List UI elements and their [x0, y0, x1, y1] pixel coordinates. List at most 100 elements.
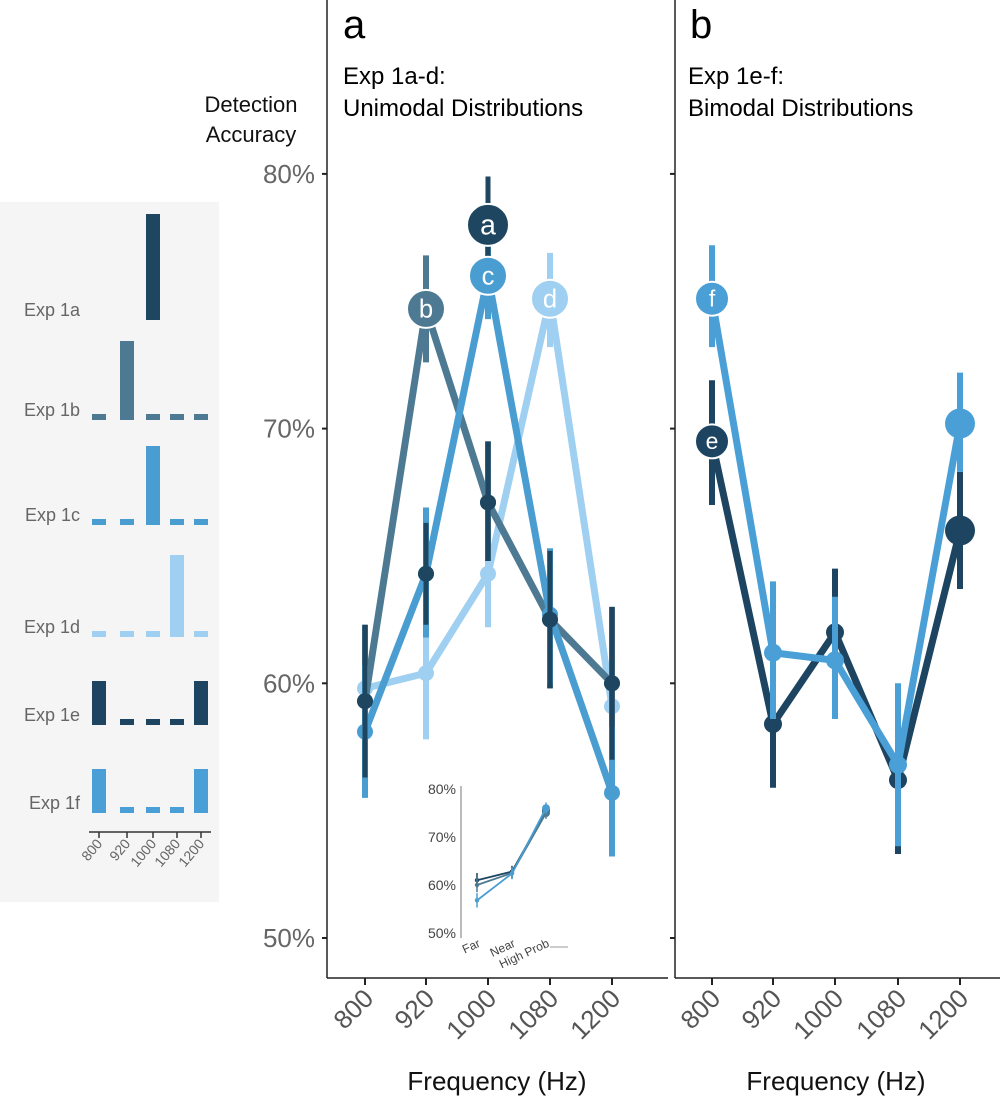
side-panel-bar-d — [170, 555, 184, 637]
panel-a-y-ticks: 50% 60% 70% 80% — [263, 159, 327, 953]
series-label-e: e — [706, 428, 719, 454]
data-point-d — [480, 565, 496, 582]
data-point-e — [764, 715, 782, 734]
inset-y-tick-label: 80% — [428, 781, 456, 797]
series-label-marker-f — [694, 280, 730, 317]
inset-y-tick-label: 50% — [428, 925, 456, 941]
data-point-f — [826, 651, 844, 670]
series-label-marker-a — [466, 202, 510, 247]
inset-y-tick-label: 70% — [428, 829, 456, 845]
x-tick-label: 1080 — [850, 983, 912, 1045]
inset-background — [400, 775, 585, 975]
side-panel-bar-c — [120, 519, 134, 525]
panel-b-x-ticks: 800 920 1000 1080 1200 — [674, 978, 974, 1045]
x-tick-label: 1080 — [502, 983, 564, 1045]
side-panel-bar-c — [92, 519, 106, 525]
data-point-a — [357, 693, 373, 710]
side-panel-bar-a — [146, 214, 160, 320]
panel-b-plot: ef — [694, 245, 975, 854]
side-panel-row-label: Exp 1e — [24, 705, 80, 725]
series-label-b: b — [419, 295, 433, 323]
side-panel-bar-c — [170, 519, 184, 525]
panel-b-title-line2: Bimodal Distributions — [688, 95, 913, 122]
x-tick-label: 1200 — [564, 983, 626, 1045]
series-label-marker-d — [530, 278, 570, 319]
panel-a-x-ticks: 800 920 1000 1080 1200 — [327, 978, 626, 1045]
side-panel-bar-f — [92, 769, 106, 813]
inset-y-tick-label: 60% — [428, 877, 456, 893]
y-tick-label: 60% — [263, 668, 315, 698]
side-panel-bar-b — [170, 414, 184, 420]
panel-a-title-line2: Unimodal Distributions — [343, 95, 583, 122]
side-panel-bar-e — [120, 719, 134, 725]
y-tick-label: 70% — [263, 414, 315, 444]
data-point-c — [604, 784, 620, 801]
side-panel-bar-d — [120, 631, 134, 637]
data-point-a — [604, 675, 620, 692]
x-tick-label: 920 — [735, 983, 787, 1035]
inset-data-point — [542, 804, 550, 813]
side-panel-row-label: Exp 1c — [25, 505, 80, 525]
side-panel-bar-e — [146, 719, 160, 725]
y-tick-label: 80% — [263, 159, 315, 189]
x-tick-label: 1000 — [440, 983, 502, 1045]
y-tick-label: 50% — [263, 923, 315, 953]
series-label-a: a — [480, 209, 496, 241]
series-label-marker-b — [406, 288, 446, 329]
x-tick-label: 1200 — [912, 983, 974, 1045]
data-point-a — [418, 565, 434, 582]
data-point-a — [542, 611, 558, 628]
data-point-f — [764, 643, 782, 662]
panel-a-title-line1: Exp 1a-d: — [343, 63, 446, 90]
panel-b-title-line1: Exp 1e-f: — [688, 63, 784, 90]
side-panel-bar-f — [146, 807, 160, 813]
panel-b-letter: b — [690, 3, 712, 47]
side-panel-bar-d — [92, 631, 106, 637]
side-panel-bar-f — [120, 807, 134, 813]
x-tick-label: 800 — [674, 983, 726, 1035]
side-panel-bar-b — [194, 414, 208, 420]
side-panel-bar-c — [194, 519, 208, 525]
data-point-f-large — [945, 408, 975, 439]
side-panel-row-label: Exp 1a — [24, 300, 81, 320]
x-tick-label: 1000 — [787, 983, 849, 1045]
series-label-d: d — [543, 285, 557, 313]
side-panel-row-label: Exp 1d — [24, 617, 80, 637]
side-panel-bar-d — [194, 631, 208, 637]
panel-a-x-axis-label: Frequency (Hz) — [407, 1066, 586, 1096]
side-panel-bar-e — [194, 681, 208, 725]
side-panel-bar-b — [120, 341, 134, 420]
inset-x-tick-label: Far — [460, 936, 482, 956]
panel-b-y-ticks — [670, 172, 675, 939]
side-panel-bar-c — [146, 446, 160, 525]
side-panel-background — [0, 202, 219, 902]
side-panel-bar-e — [92, 681, 106, 725]
series-label-f: f — [709, 285, 716, 311]
data-point-e-large — [945, 515, 975, 546]
side-panel-row-label: Exp 1b — [24, 400, 80, 420]
side-panel-bar-d — [146, 631, 160, 637]
side-panel-bar-e — [170, 719, 184, 725]
data-point-d — [418, 665, 434, 682]
data-point-f — [889, 755, 907, 774]
inset-data-point — [474, 882, 480, 888]
panel-b-x-axis-label: Frequency (Hz) — [746, 1066, 925, 1096]
side-panel-bar-b — [92, 414, 106, 420]
inset-data-point — [509, 871, 515, 876]
inset-data-point — [474, 898, 480, 903]
panel-a-letter: a — [343, 3, 366, 47]
x-tick-label: 800 — [327, 983, 379, 1035]
data-point-a — [480, 494, 496, 511]
y-axis-label-line1: Detection — [205, 92, 298, 117]
series-label-c: c — [482, 262, 495, 290]
y-axis-label-line2: Accuracy — [206, 122, 296, 147]
side-panel-row-label: Exp 1f — [29, 793, 81, 813]
series-label-marker-c — [468, 255, 508, 296]
side-panel-bar-f — [170, 807, 184, 813]
panel-a-plot: b d ca — [357, 176, 620, 857]
side-panel-bar-f — [194, 769, 208, 813]
x-tick-label: 920 — [388, 983, 440, 1035]
side-panel-bar-b — [146, 414, 160, 420]
